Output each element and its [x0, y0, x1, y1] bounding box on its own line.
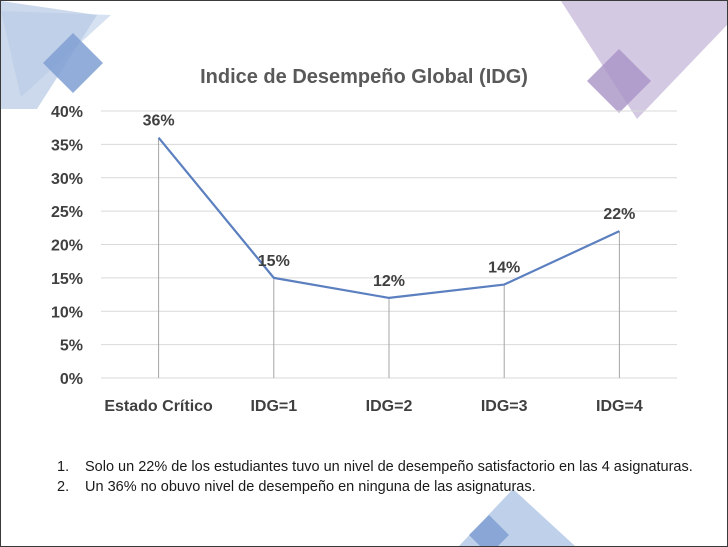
data-label: 15% — [258, 253, 290, 270]
x-tick-label: Estado Crítico — [104, 398, 213, 415]
data-labels: 36% 15% 12% 14% 22% — [143, 113, 636, 290]
y-tick-label: 20% — [51, 238, 83, 255]
x-tick-label: IDG=3 — [481, 398, 528, 415]
x-tick-label: IDG=2 — [366, 398, 413, 415]
y-tick-label: 40% — [51, 104, 83, 121]
y-tick-label: 10% — [51, 304, 83, 321]
notes-list: 1. Solo un 22% de los estudiantes tuvo u… — [57, 457, 697, 497]
gridlines — [101, 110, 677, 379]
data-label: 12% — [373, 273, 405, 290]
y-tick-label: 30% — [51, 171, 83, 188]
note-item: 1. Solo un 22% de los estudiantes tuvo u… — [57, 457, 697, 477]
note-text: Un 36% no obuvo nivel de desempeño en ni… — [85, 479, 536, 495]
data-label: 36% — [143, 113, 175, 130]
drop-lines — [158, 137, 620, 378]
deco-blue-diamond-bottom — [469, 515, 509, 546]
note-number: 2. — [57, 479, 70, 495]
data-label: 22% — [603, 206, 635, 223]
note-item: 2. Un 36% no obuvo nivel de desempeño en… — [57, 477, 697, 497]
chart-title: Indice de Desempeño Global (IDG) — [200, 66, 528, 88]
deco-blue-diamond-top-left — [43, 33, 103, 93]
x-tick-label: IDG=4 — [596, 398, 643, 415]
x-axis-ticks: Estado Crítico IDG=1 IDG=2 IDG=3 IDG=4 — [104, 398, 642, 415]
y-tick-label: 15% — [51, 271, 83, 288]
deco-purple-diamond-top-right — [587, 49, 651, 113]
y-axis-ticks: 0% 5% 10% 15% 20% 25% 30% 35% 40% — [51, 104, 83, 388]
y-tick-label: 35% — [51, 137, 83, 154]
deco-purple-triangle-top-right — [561, 1, 727, 119]
y-tick-label: 0% — [60, 371, 83, 388]
note-text: Solo un 22% de los estudiantes tuvo un n… — [85, 459, 693, 475]
y-tick-label: 5% — [60, 338, 83, 355]
series-line — [157, 137, 620, 299]
data-label: 14% — [488, 260, 520, 277]
note-number: 1. — [57, 459, 70, 475]
y-tick-label: 25% — [51, 204, 83, 221]
line-chart: Indice de Desempeño Global (IDG) 0% 5% 10%… — [51, 66, 677, 415]
x-tick-label: IDG=1 — [250, 398, 297, 415]
series-lines — [157, 137, 620, 299]
